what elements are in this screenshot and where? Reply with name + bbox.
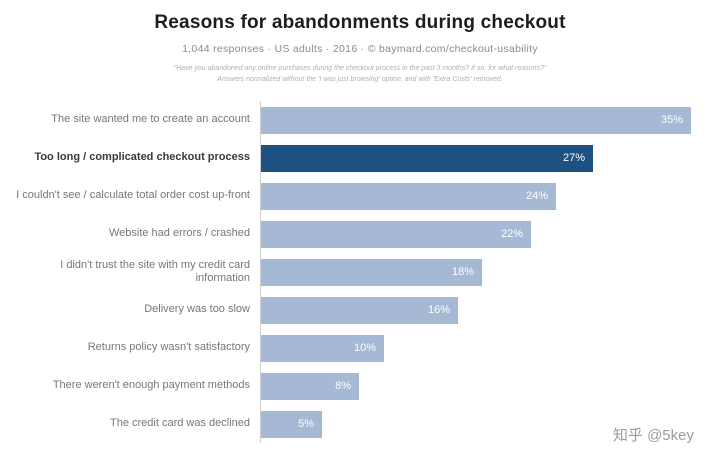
value-label: 24% [525, 190, 548, 202]
bar-area: 18% [260, 253, 720, 291]
chart-row: I couldn't see / calculate total order c… [8, 177, 720, 215]
chart-note-line2: Answers normalized without the 'I was ju… [217, 75, 503, 83]
bar: 35% [261, 106, 691, 134]
chart-row: I didn't trust the site with my credit c… [8, 253, 720, 291]
watermark: 知乎 @5key [612, 427, 694, 444]
category-label: Too long / complicated checkout process [34, 151, 250, 164]
chart-header: Reasons for abandonments during checkout… [0, 0, 720, 85]
value-label: 35% [660, 114, 683, 126]
bar-area: 35% [260, 101, 720, 139]
chart-subtitle: 1,044 responses · US adults · 2016 · © b… [182, 43, 538, 55]
bar-area: 24% [260, 177, 720, 215]
bar-area: 10% [260, 329, 720, 367]
category-label: Returns policy wasn't satisfactory [87, 341, 250, 354]
chart-row: Website had errors / crashed 22% [8, 215, 720, 253]
chart-note-line1: "Have you abandoned any online purchases… [173, 65, 547, 72]
value-label: 22% [500, 228, 523, 240]
value-label: 18% [451, 266, 474, 278]
bar: 8% [261, 372, 359, 400]
value-label: 5% [298, 418, 314, 430]
value-label: 27% [562, 152, 585, 164]
bar: 24% [261, 182, 556, 210]
bar: 18% [261, 258, 482, 286]
bar-area: 8% [260, 367, 720, 405]
bar-chart: The site wanted me to create an account 3… [0, 101, 720, 443]
chart-row: The site wanted me to create an account 3… [8, 101, 720, 139]
bar-area: 27% [260, 139, 720, 177]
chart-row: Too long / complicated checkout process 2… [8, 139, 720, 177]
value-label: 16% [427, 304, 450, 316]
chart-row: There weren't enough payment methods 8% [8, 367, 720, 405]
bar: 27% [261, 144, 593, 172]
value-label: 8% [335, 380, 351, 392]
chart-row: Delivery was too slow 16% [8, 291, 720, 329]
bar-area: 22% [260, 215, 720, 253]
category-label: There weren't enough payment methods [52, 379, 250, 392]
category-label: Website had errors / crashed [108, 227, 250, 240]
chart-rows: The site wanted me to create an account 3… [8, 101, 720, 443]
chart-row: The credit card was declined 5% [8, 405, 720, 443]
bar: 10% [261, 334, 384, 362]
category-label: Delivery was too slow [144, 303, 250, 316]
bar-area: 5% [260, 405, 720, 443]
bar: 16% [261, 296, 458, 324]
chart-row: Returns policy wasn't satisfactory 10% [8, 329, 720, 367]
bar: 5% [261, 410, 322, 438]
value-label: 10% [353, 342, 376, 354]
category-label: I couldn't see / calculate total order c… [16, 189, 250, 202]
bar-area: 16% [260, 291, 720, 329]
category-label: The site wanted me to create an account [51, 113, 250, 126]
chart-note: "Have you abandoned any online purchases… [0, 64, 720, 85]
bar: 22% [261, 220, 531, 248]
category-label: I didn't trust the site with my credit c… [60, 258, 250, 284]
chart-title: Reasons for abandonments during checkout [154, 12, 566, 33]
category-label: The credit card was declined [109, 417, 250, 430]
